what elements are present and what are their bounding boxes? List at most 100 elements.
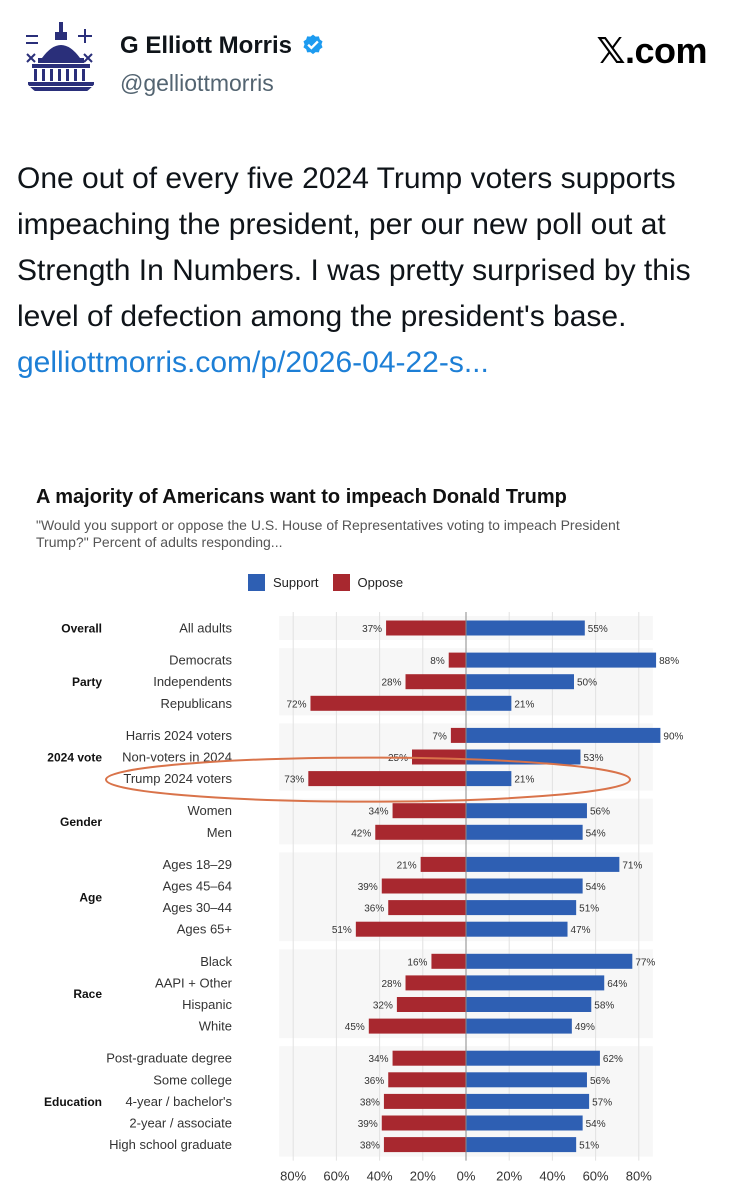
chart-title: A majority of Americans want to impeach … bbox=[36, 486, 567, 508]
verified-badge-icon bbox=[303, 34, 323, 55]
bar-oppose bbox=[405, 674, 466, 690]
bar-support bbox=[466, 727, 661, 743]
row-label: Some college bbox=[153, 1072, 232, 1087]
group-label: Age bbox=[79, 890, 102, 904]
data-label-support: 21% bbox=[514, 699, 534, 710]
x-tick-label: 40% bbox=[367, 1169, 393, 1184]
chart-image: A majority of Americans want to impeach … bbox=[0, 470, 745, 1200]
display-name[interactable]: G Elliott Morris bbox=[120, 32, 293, 59]
bar-support bbox=[466, 803, 587, 819]
row-label: Democrats bbox=[169, 653, 232, 668]
tweet-link[interactable]: gelliottmorris.com/p/​2026-04-22-s... bbox=[17, 346, 489, 379]
group-label: Party bbox=[72, 675, 102, 689]
data-label-oppose: 7% bbox=[432, 731, 447, 742]
diverging-bar-chart: 37% 55% All adults 8% 88% Democrats 28% 50% Inde… bbox=[44, 612, 684, 1184]
bar-support bbox=[466, 856, 620, 872]
data-label-oppose: 73% bbox=[284, 775, 304, 786]
bar-oppose bbox=[381, 1115, 466, 1131]
data-label-support: 62% bbox=[603, 1054, 623, 1065]
x-tick-label: 80% bbox=[626, 1169, 652, 1184]
bar-oppose bbox=[396, 997, 466, 1012]
bar-oppose bbox=[392, 803, 466, 819]
bar-oppose bbox=[448, 652, 466, 668]
bar-oppose bbox=[383, 1137, 466, 1153]
data-label-support: 77% bbox=[635, 957, 655, 968]
group-label: Race bbox=[73, 987, 102, 1001]
row-label: Black bbox=[200, 954, 232, 969]
data-label-oppose: 34% bbox=[369, 1054, 389, 1065]
user-handle[interactable]: @gelliottmorris bbox=[120, 70, 274, 96]
bar-support bbox=[466, 620, 585, 636]
data-label-oppose: 42% bbox=[351, 828, 371, 839]
chart-legend: Support Oppose bbox=[248, 574, 417, 591]
row-label: Women bbox=[187, 803, 232, 818]
row-label: Trump 2024 voters bbox=[123, 771, 232, 786]
row-label: Independents bbox=[153, 674, 232, 689]
capitol-logo-icon bbox=[24, 22, 98, 91]
row-label: 2-year / associate bbox=[129, 1116, 232, 1131]
data-label-support: 53% bbox=[583, 753, 603, 764]
data-label-oppose: 34% bbox=[369, 807, 389, 818]
bar-support bbox=[466, 900, 577, 916]
group-label: Overall bbox=[61, 622, 102, 636]
bar-oppose bbox=[412, 749, 466, 765]
bar-oppose bbox=[392, 1050, 466, 1066]
bar-support bbox=[466, 975, 605, 991]
x-logo-icon[interactable]: 𝕏.com bbox=[596, 30, 707, 71]
bar-oppose bbox=[405, 975, 466, 991]
data-label-support: 90% bbox=[663, 731, 683, 742]
data-label-support: 55% bbox=[588, 624, 608, 635]
row-label: Post-graduate degree bbox=[106, 1051, 232, 1066]
bar-support bbox=[466, 824, 583, 840]
legend-swatch-support bbox=[248, 574, 265, 591]
data-label-support: 58% bbox=[594, 1001, 614, 1012]
bar-support bbox=[466, 1050, 600, 1066]
data-label-oppose: 51% bbox=[332, 925, 352, 936]
data-label-support: 47% bbox=[571, 925, 591, 936]
data-label-oppose: 36% bbox=[364, 1076, 384, 1087]
data-label-support: 54% bbox=[586, 1119, 606, 1130]
data-label-oppose: 28% bbox=[382, 979, 402, 990]
data-label-oppose: 21% bbox=[397, 860, 417, 871]
legend-label-oppose: Oppose bbox=[357, 575, 404, 590]
x-tick-label: 20% bbox=[496, 1169, 522, 1184]
bar-oppose bbox=[355, 921, 466, 937]
bar-oppose bbox=[308, 771, 466, 787]
x-tick-label: 40% bbox=[539, 1169, 565, 1184]
bar-oppose bbox=[375, 824, 466, 840]
data-label-support: 54% bbox=[586, 882, 606, 893]
bar-oppose bbox=[386, 620, 466, 636]
bar-support bbox=[466, 921, 568, 937]
data-label-oppose: 45% bbox=[345, 1022, 365, 1033]
row-label: High school graduate bbox=[109, 1137, 232, 1152]
bar-support bbox=[466, 878, 583, 894]
tweet-text: One out of every five 2024 Trump voters … bbox=[17, 162, 691, 333]
data-label-oppose: 32% bbox=[373, 1001, 393, 1012]
data-label-support: 57% bbox=[592, 1097, 612, 1108]
group-label: Gender bbox=[60, 815, 102, 829]
bar-support bbox=[466, 1115, 583, 1131]
row-label: Hispanic bbox=[182, 997, 232, 1012]
bar-support bbox=[466, 1137, 577, 1153]
avatar[interactable] bbox=[18, 14, 104, 100]
data-label-support: 51% bbox=[579, 1141, 599, 1152]
author-name-row: G Elliott Morris bbox=[120, 32, 326, 60]
tweet-header: G Elliott Morris @gelliottmorris 𝕏.com bbox=[0, 0, 745, 130]
data-label-support: 71% bbox=[622, 860, 642, 871]
row-label: White bbox=[199, 1019, 232, 1034]
legend-swatch-oppose bbox=[332, 574, 350, 591]
bar-oppose bbox=[381, 878, 466, 894]
bar-support bbox=[466, 674, 574, 690]
bar-support bbox=[466, 695, 512, 711]
x-tick-label: 60% bbox=[323, 1169, 349, 1184]
row-label: 4-year / bachelor's bbox=[125, 1094, 232, 1109]
data-label-oppose: 28% bbox=[382, 678, 402, 689]
group-label: 2024 vote bbox=[47, 751, 102, 765]
x-tick-label: 0% bbox=[457, 1169, 476, 1184]
bar-oppose bbox=[388, 1072, 466, 1088]
bar-oppose bbox=[383, 1093, 466, 1109]
bar-support bbox=[466, 953, 633, 969]
highlight-ellipse bbox=[105, 756, 631, 803]
x-tick-label: 60% bbox=[583, 1169, 609, 1184]
bar-support bbox=[466, 1072, 587, 1088]
